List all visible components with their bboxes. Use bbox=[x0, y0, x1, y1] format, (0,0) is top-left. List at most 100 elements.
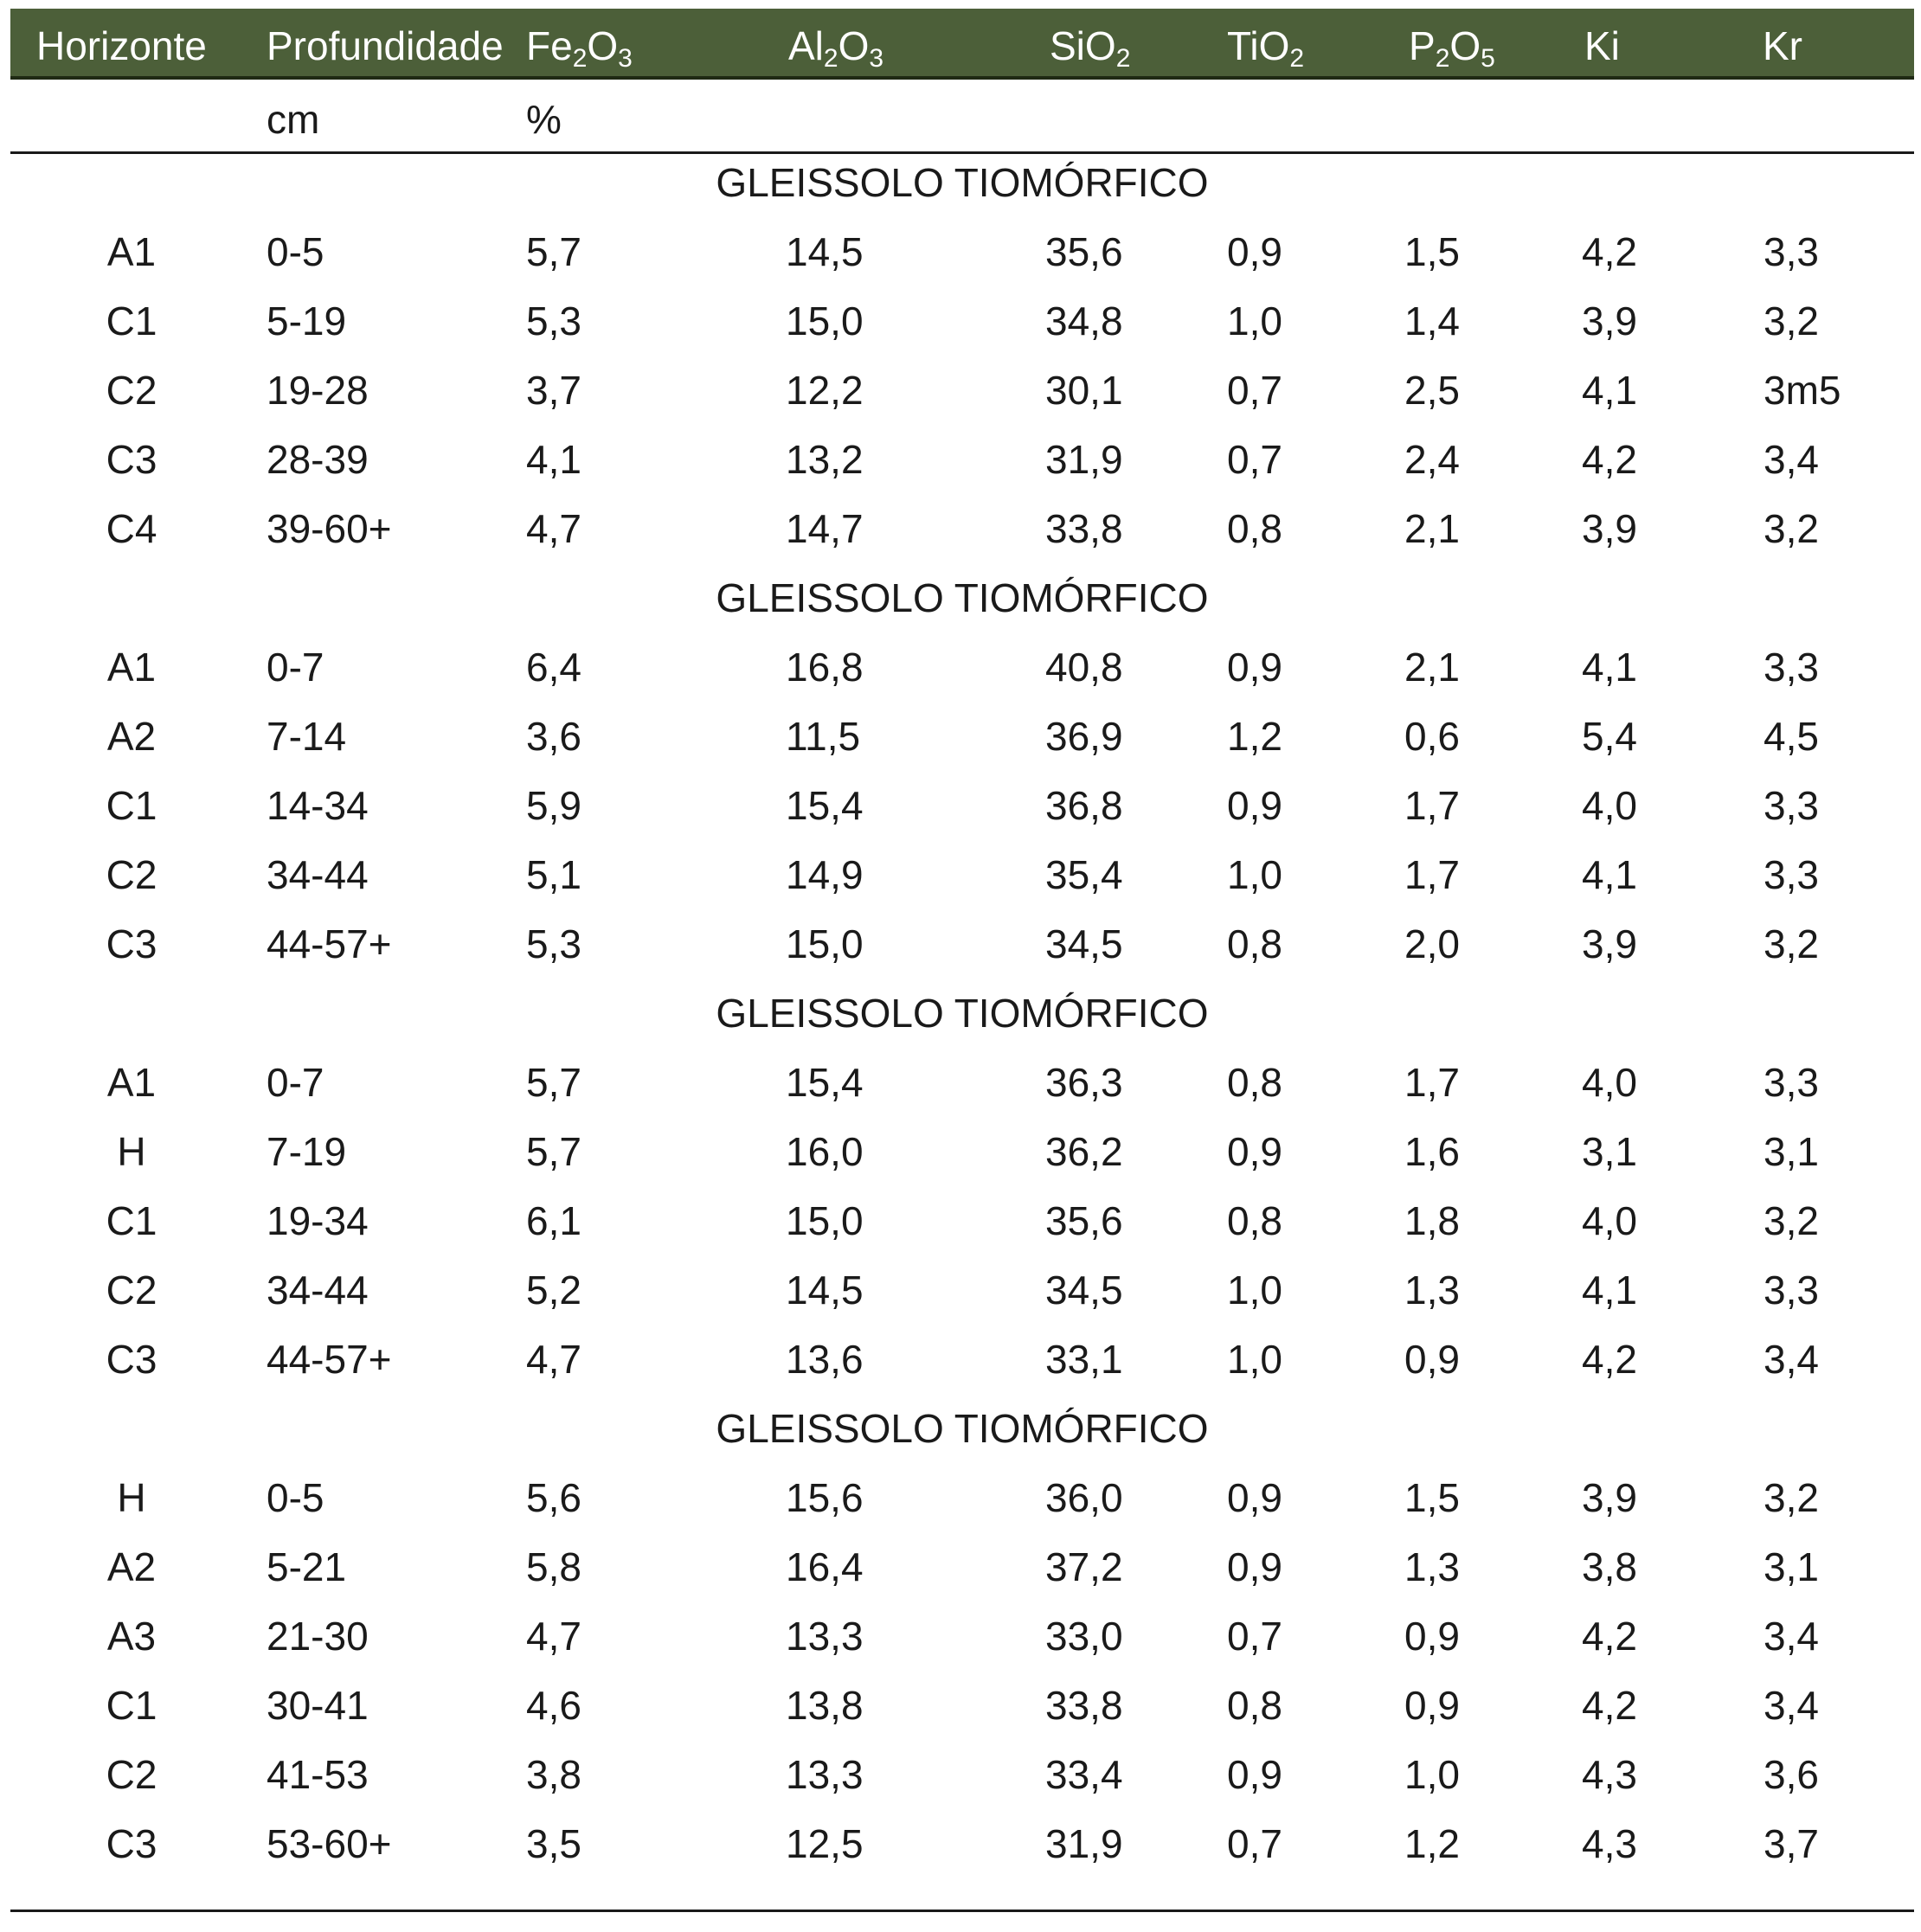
table-cell: 1,8 bbox=[1404, 1198, 1460, 1243]
table-cell: 14,5 bbox=[786, 1268, 864, 1313]
table-cell: C2 bbox=[106, 1752, 157, 1797]
table-cell: 33,0 bbox=[1045, 1614, 1123, 1659]
table-cell: C3 bbox=[106, 437, 157, 482]
table-cell: 1,0 bbox=[1404, 1752, 1460, 1797]
table-cell: 3,8 bbox=[1582, 1544, 1637, 1589]
table-cell: 1,2 bbox=[1404, 1821, 1460, 1866]
table-cell: 1,2 bbox=[1227, 714, 1282, 759]
table-cell: 3,1 bbox=[1764, 1544, 1819, 1589]
table-cell: 1,5 bbox=[1404, 1475, 1460, 1520]
table-cell: 1,0 bbox=[1227, 298, 1282, 343]
table-row: A1 0-5 5,7 14,5 35,6 0,9 1,5 4,2 3,3 bbox=[10, 232, 1914, 284]
table-cell: 0,9 bbox=[1227, 1544, 1282, 1589]
table-cell: 3,3 bbox=[1764, 645, 1819, 690]
table-cell: C4 bbox=[106, 506, 157, 551]
col-header-kr: Kr bbox=[1763, 23, 1802, 68]
table-cell: 4,1 bbox=[1582, 852, 1637, 897]
table-cell: 0,9 bbox=[1227, 1475, 1282, 1520]
table-row: A2 5-21 5,8 16,4 37,2 0,9 1,3 3,8 3,1 bbox=[10, 1547, 1914, 1599]
table-cell: 1,7 bbox=[1404, 783, 1460, 828]
table-cell: 3,2 bbox=[1764, 1198, 1819, 1243]
table-cell: 19-28 bbox=[267, 368, 369, 413]
table-cell: 1,0 bbox=[1227, 1268, 1282, 1313]
table-cell: 3,3 bbox=[1764, 229, 1819, 274]
table-cell: 14,5 bbox=[786, 229, 864, 274]
table-cell: 4,1 bbox=[1582, 1268, 1637, 1313]
table-cell: 3,3 bbox=[1764, 1060, 1819, 1105]
table-cell: 3,4 bbox=[1764, 437, 1819, 482]
section-title: GLEISSOLO TIOMÓRFICO bbox=[716, 160, 1209, 205]
table-cell: 5,4 bbox=[1582, 714, 1637, 759]
table-cell: 0,9 bbox=[1227, 1752, 1282, 1797]
table-cell: 5,8 bbox=[526, 1544, 581, 1589]
table-cell: 15,4 bbox=[786, 1060, 864, 1105]
col-header-tio2: TiO2 bbox=[1227, 23, 1305, 73]
table-cell: 3,6 bbox=[526, 714, 581, 759]
table-cell: 3,5 bbox=[526, 1821, 581, 1866]
table-cell: 13,3 bbox=[786, 1614, 864, 1659]
table-cell: 5-21 bbox=[267, 1544, 347, 1589]
soil-chemistry-table: Horizonte Profundidade Fe2O3 Al2O3 SiO2 … bbox=[10, 9, 1914, 1925]
table-cell: 16,4 bbox=[786, 1544, 864, 1589]
table-cell: 30,1 bbox=[1045, 368, 1123, 413]
table-cell: 34-44 bbox=[267, 852, 369, 897]
table-row: C2 34-44 5,1 14,9 35,4 1,0 1,7 4,1 3,3 bbox=[10, 855, 1914, 907]
table-cell: 3,4 bbox=[1764, 1337, 1819, 1382]
table-cell: A2 bbox=[106, 1544, 157, 1589]
table-cell: 3,2 bbox=[1764, 921, 1819, 966]
table-cell: 5,7 bbox=[526, 229, 581, 274]
table-row: C3 44-57+ 5,3 15,0 34,5 0,8 2,0 3,9 3,2 bbox=[10, 924, 1914, 976]
table-cell: 41-53 bbox=[267, 1752, 369, 1797]
table-cell: 31,9 bbox=[1045, 1821, 1123, 1866]
table-cell: C1 bbox=[106, 298, 157, 343]
table-cell: C3 bbox=[106, 1337, 157, 1382]
table-cell: 11,5 bbox=[786, 714, 861, 759]
table-cell: 0,7 bbox=[1227, 437, 1282, 482]
table-bottom-rule bbox=[10, 1910, 1914, 1912]
col-header-profundidade: Profundidade bbox=[267, 26, 504, 66]
table-cell: 4,6 bbox=[526, 1683, 581, 1728]
table-cell: 15,6 bbox=[786, 1475, 864, 1520]
table-cell: 4,2 bbox=[1582, 1337, 1637, 1382]
table-cell: 19-34 bbox=[267, 1198, 369, 1243]
table-cell: 40,8 bbox=[1045, 645, 1123, 690]
table-cell: 3,4 bbox=[1764, 1683, 1819, 1728]
table-cell: 33,8 bbox=[1045, 506, 1123, 551]
section-title: GLEISSOLO TIOMÓRFICO bbox=[716, 991, 1209, 1036]
table-cell: 5,3 bbox=[526, 921, 581, 966]
table-cell: 44-57+ bbox=[267, 1337, 392, 1382]
table-row: C1 30-41 4,6 13,8 33,8 0,8 0,9 4,2 3,4 bbox=[10, 1685, 1914, 1737]
table-cell: 4,7 bbox=[526, 506, 581, 551]
table-cell: 3,4 bbox=[1764, 1614, 1819, 1659]
table-cell: C3 bbox=[106, 1821, 157, 1866]
table-cell: 4,0 bbox=[1582, 783, 1637, 828]
table-cell: 14,7 bbox=[786, 506, 864, 551]
table-cell: 0,7 bbox=[1227, 368, 1282, 413]
section-title: GLEISSOLO TIOMÓRFICO bbox=[716, 575, 1209, 620]
table-cell: 16,8 bbox=[786, 645, 864, 690]
table-cell: C2 bbox=[106, 852, 157, 897]
table-cell: 5,2 bbox=[526, 1268, 581, 1313]
table-cell: 3,7 bbox=[1764, 1821, 1819, 1866]
unit-percent: % bbox=[526, 97, 562, 142]
table-row: A1 0-7 5,7 15,4 36,3 0,8 1,7 4,0 3,3 bbox=[10, 1062, 1914, 1114]
table-cell: 35,6 bbox=[1045, 229, 1123, 274]
table-cell: 0,8 bbox=[1227, 1060, 1282, 1105]
table-cell: A1 bbox=[106, 645, 157, 690]
table-cell: 3,3 bbox=[1764, 852, 1819, 897]
table-cell: H bbox=[117, 1475, 146, 1520]
col-header-sio2: SiO2 bbox=[1050, 23, 1131, 73]
table-cell: 14-34 bbox=[267, 783, 369, 828]
table-cell: 3,1 bbox=[1764, 1129, 1819, 1174]
table-cell: 53-60+ bbox=[267, 1821, 392, 1866]
table-cell: 15,0 bbox=[786, 921, 864, 966]
col-header-ki: Ki bbox=[1584, 23, 1620, 68]
table-cell: 4,2 bbox=[1582, 437, 1637, 482]
table-cell: 28-39 bbox=[267, 437, 369, 482]
table-cell: 13,3 bbox=[786, 1752, 864, 1797]
table-cell: C1 bbox=[106, 783, 157, 828]
table-cell: 0-7 bbox=[267, 1060, 324, 1105]
table-cell: 4,7 bbox=[526, 1337, 581, 1382]
table-cell: 3,9 bbox=[1582, 921, 1637, 966]
col-header-p2o5: P2O5 bbox=[1409, 23, 1495, 73]
